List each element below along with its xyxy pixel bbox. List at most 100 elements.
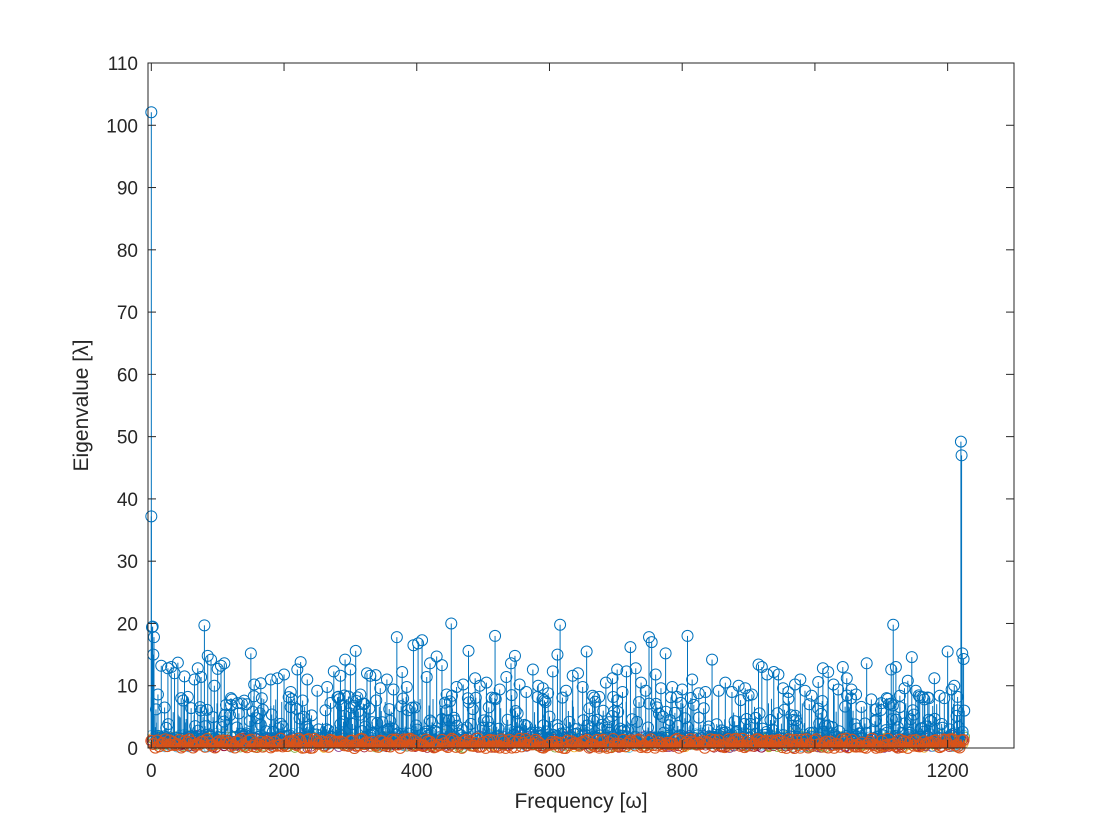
- data-point: [198, 619, 211, 632]
- data-point: [526, 663, 539, 676]
- data-marker: [443, 695, 456, 708]
- data-point: [954, 435, 967, 448]
- data-point: [420, 671, 433, 684]
- data-point: [772, 668, 785, 681]
- data-marker: [563, 715, 576, 728]
- data-point: [719, 676, 732, 689]
- data-marker: [255, 692, 268, 705]
- band-marker: [390, 733, 403, 746]
- data-point: [681, 629, 694, 642]
- band-marker: [645, 733, 658, 746]
- data-marker: [921, 691, 934, 704]
- data-marker: [501, 713, 514, 726]
- data-point: [208, 679, 221, 692]
- data-point: [504, 657, 517, 670]
- band-marker: [388, 734, 401, 747]
- data-point: [500, 671, 513, 684]
- data-point: [918, 693, 931, 706]
- data-point: [850, 688, 863, 701]
- data-point: [576, 680, 589, 693]
- band-marker: [643, 735, 656, 748]
- data-point: [649, 668, 662, 681]
- data-point: [938, 692, 951, 705]
- data-marker: [409, 701, 422, 714]
- data-point: [450, 680, 463, 693]
- data-point: [725, 685, 738, 698]
- data-point: [593, 690, 606, 703]
- data-marker: [540, 725, 553, 738]
- data-point: [424, 657, 437, 670]
- data-point: [238, 694, 251, 707]
- data-point: [686, 673, 699, 686]
- data-point: [794, 673, 807, 686]
- band-marker: [443, 734, 456, 747]
- data-point: [905, 651, 918, 664]
- data-point: [369, 669, 382, 682]
- data-marker: [764, 714, 777, 727]
- plot-area: [145, 62, 1015, 754]
- data-point: [958, 704, 971, 717]
- data-point: [489, 629, 502, 642]
- data-point: [248, 678, 261, 691]
- data-point: [440, 688, 453, 701]
- data-point: [542, 687, 555, 700]
- data-marker: [246, 705, 259, 718]
- data-marker: [642, 721, 655, 734]
- band-marker: [772, 733, 785, 746]
- data-marker: [466, 703, 479, 716]
- data-point: [580, 645, 593, 658]
- data-point: [699, 685, 712, 698]
- band-marker: [445, 732, 458, 745]
- band-marker: [633, 733, 646, 746]
- data-point: [390, 631, 403, 644]
- data-point: [928, 672, 941, 685]
- data-point: [151, 688, 164, 701]
- data-point: [560, 684, 573, 697]
- data-point: [508, 649, 521, 662]
- band-marker: [447, 734, 460, 747]
- band-marker: [410, 739, 423, 752]
- data-point: [572, 667, 585, 680]
- data-marker: [702, 720, 715, 733]
- data-point: [145, 510, 158, 523]
- data-marker: [397, 692, 410, 705]
- data-point: [445, 617, 458, 630]
- data-point: [941, 645, 954, 658]
- band-marker: [686, 735, 699, 748]
- data-point: [284, 685, 297, 698]
- band-marker: [234, 733, 247, 746]
- data-marker: [351, 691, 364, 704]
- band-marker: [216, 734, 229, 747]
- data-point: [880, 692, 893, 705]
- data-point: [205, 653, 218, 666]
- data-point: [264, 673, 277, 686]
- data-marker: [539, 696, 552, 709]
- data-marker: [469, 691, 482, 704]
- data-marker: [608, 705, 621, 718]
- data-point: [171, 656, 184, 669]
- data-point: [957, 652, 970, 665]
- data-point: [513, 678, 526, 691]
- data-marker: [674, 696, 687, 709]
- data-point: [416, 634, 429, 647]
- data-point: [244, 647, 257, 660]
- data-point: [551, 648, 564, 661]
- data-point: [712, 684, 725, 697]
- band-marker: [483, 733, 496, 746]
- data-marker: [511, 707, 524, 720]
- data-point: [191, 662, 204, 675]
- data-marker: [749, 711, 762, 724]
- data-point: [822, 666, 835, 679]
- data-point: [181, 690, 194, 703]
- data-point: [185, 702, 198, 715]
- data-marker: [448, 714, 461, 727]
- data-point: [955, 449, 968, 462]
- data-point: [201, 649, 214, 662]
- data-point: [629, 662, 642, 675]
- data-point: [412, 637, 425, 650]
- data-point: [430, 650, 443, 663]
- data-marker: [791, 720, 804, 733]
- data-point: [909, 684, 922, 697]
- data-point: [745, 688, 758, 701]
